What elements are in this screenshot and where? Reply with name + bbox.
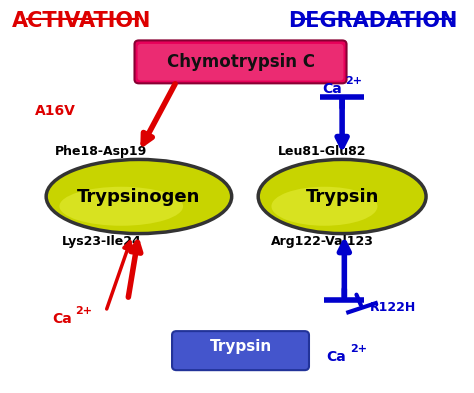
Text: Phe18-Asp19: Phe18-Asp19 <box>55 145 147 158</box>
Text: Leu81-Glu82: Leu81-Glu82 <box>278 145 366 158</box>
Text: Ca: Ca <box>322 82 342 96</box>
FancyBboxPatch shape <box>137 44 344 81</box>
Text: DEGRADATION: DEGRADATION <box>288 11 458 31</box>
Text: Trypsinogen: Trypsinogen <box>77 187 201 206</box>
Text: ACTIVATION: ACTIVATION <box>12 11 151 31</box>
Ellipse shape <box>46 160 232 233</box>
Text: Lys23-Ile24: Lys23-Ile24 <box>62 235 141 248</box>
Text: Trypsin: Trypsin <box>305 187 379 206</box>
FancyBboxPatch shape <box>172 331 309 370</box>
FancyBboxPatch shape <box>135 40 346 83</box>
Text: Ca: Ca <box>327 350 346 364</box>
Text: Ca: Ca <box>52 312 72 327</box>
Text: Trypsin: Trypsin <box>210 339 272 354</box>
Text: A16V: A16V <box>35 104 75 118</box>
Text: 2+: 2+ <box>345 75 362 86</box>
Text: R122H: R122H <box>370 301 416 314</box>
Ellipse shape <box>59 187 183 226</box>
Ellipse shape <box>258 160 426 233</box>
Text: 2+: 2+ <box>75 306 92 316</box>
Ellipse shape <box>272 187 377 226</box>
Text: Chymotrypsin C: Chymotrypsin C <box>166 53 315 71</box>
Text: Arg122-Val123: Arg122-Val123 <box>271 235 374 248</box>
Text: 2+: 2+ <box>350 344 366 354</box>
